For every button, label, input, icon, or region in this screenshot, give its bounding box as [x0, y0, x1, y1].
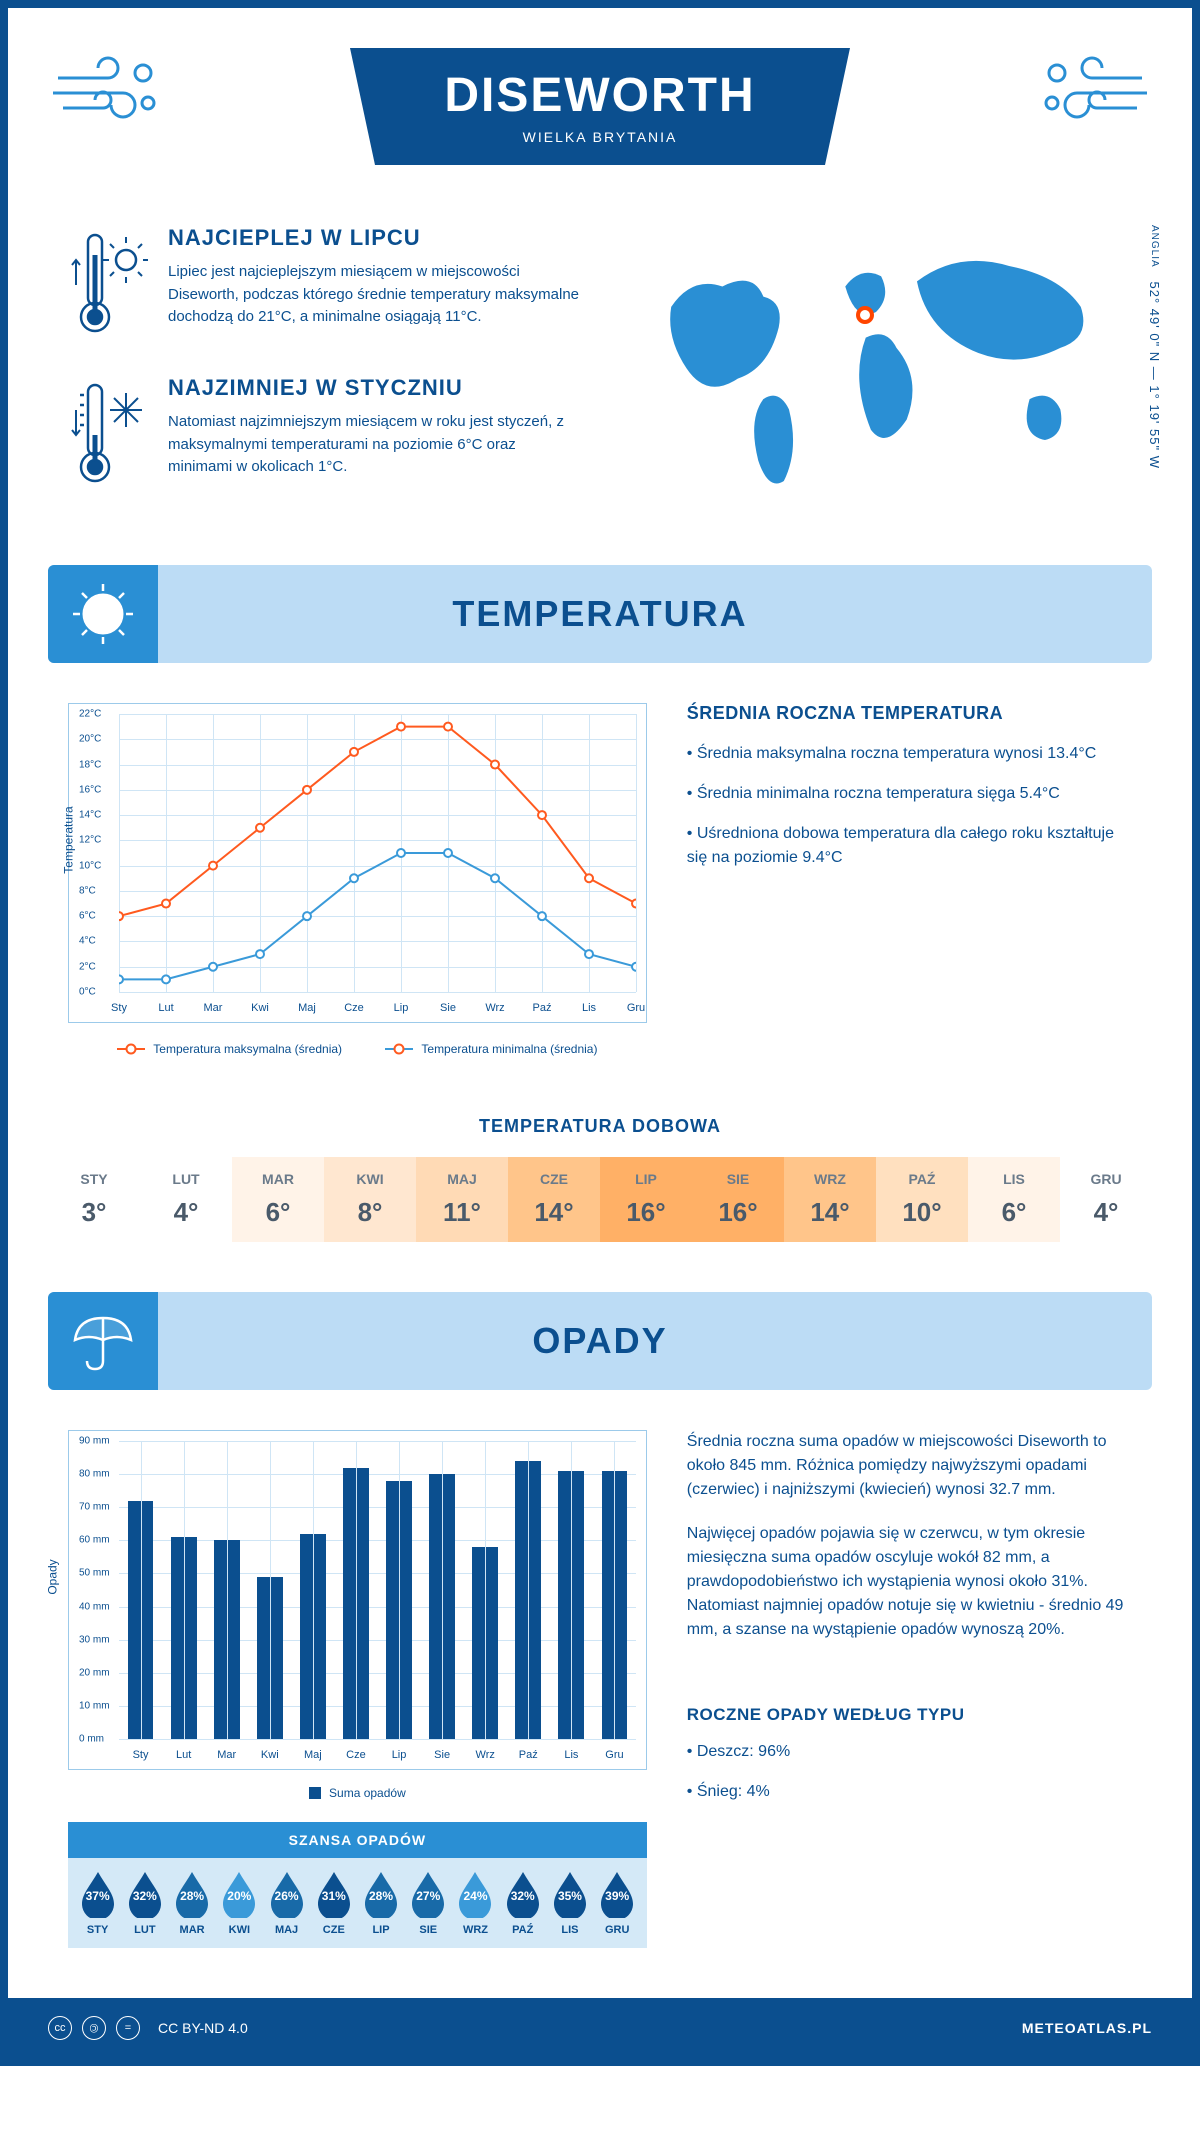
warmest-block: NAJCIEPLEJ W LIPCU Lipiec jest najcieple…	[68, 225, 580, 345]
precip-legend: Suma opadów	[68, 1786, 647, 1802]
raindrop-icon: 28%	[172, 1870, 212, 1918]
daily-temp-cell: PAŹ10°	[876, 1157, 968, 1242]
raindrop-icon: 35%	[550, 1870, 590, 1918]
daily-temp-cell: SIE16°	[692, 1157, 784, 1242]
chance-cell: 39%GRU	[594, 1870, 641, 1936]
temperature-legend: .leg-sw:nth-child(1)::after{border-color…	[68, 1039, 647, 1056]
page-title: DISEWORTH	[430, 68, 770, 123]
daily-temp-cell: CZE14°	[508, 1157, 600, 1242]
daily-temp-cell: MAR6°	[232, 1157, 324, 1242]
coldest-heading: NAJZIMNIEJ W STYCZNIU	[168, 375, 580, 401]
chance-cell: 24%WRZ	[452, 1870, 499, 1936]
daily-temp-cell: GRU4°	[1060, 1157, 1152, 1242]
precip-banner: OPADY	[48, 1292, 1152, 1390]
site-name: METEOATLAS.PL	[1022, 2020, 1152, 2036]
raindrop-icon: 37%	[78, 1870, 118, 1918]
coldest-block: NAJZIMNIEJ W STYCZNIU Natomiast najzimni…	[68, 375, 580, 495]
precip-chart-col: Opady 0 mm10 mm20 mm30 mm40 mm50 mm60 mm…	[68, 1430, 647, 1978]
daily-temp-cell: LUT4°	[140, 1157, 232, 1242]
license-text: CC BY-ND 4.0	[158, 2020, 248, 2036]
annual-temp-item: • Średnia maksymalna roczna temperatura …	[687, 742, 1132, 766]
annual-temp-item: • Uśredniona dobowa temperatura dla całe…	[687, 822, 1132, 870]
precip-para-1: Średnia roczna suma opadów w miejscowośc…	[687, 1430, 1132, 1502]
umbrella-icon	[48, 1292, 158, 1390]
daily-temp-cell: KWI8°	[324, 1157, 416, 1242]
chance-cell: 28%LIP	[357, 1870, 404, 1936]
nd-icon: =	[116, 2016, 140, 2040]
intro-text-col: NAJCIEPLEJ W LIPCU Lipiec jest najcieple…	[68, 225, 580, 525]
chance-cell: 35%LIS	[546, 1870, 593, 1936]
temperature-banner: TEMPERATURA	[48, 565, 1152, 663]
wind-icon	[1032, 48, 1152, 128]
annual-temp-heading: ŚREDNIA ROCZNA TEMPERATURA	[687, 703, 1132, 724]
daily-temp-cell: LIS6°	[968, 1157, 1060, 1242]
chance-cell: 20%KWI	[216, 1870, 263, 1936]
chance-cell: 28%MAR	[168, 1870, 215, 1936]
daily-temp-heading: TEMPERATURA DOBOWA	[8, 1116, 1192, 1137]
daily-temp-cell: WRZ14°	[784, 1157, 876, 1242]
intro-section: NAJCIEPLEJ W LIPCU Lipiec jest najcieple…	[8, 225, 1192, 565]
chance-cell: 27%SIE	[405, 1870, 452, 1936]
warmest-text: Lipiec jest najcieplejszym miesiącem w m…	[168, 261, 580, 329]
world-map	[620, 225, 1132, 496]
chance-cell: 32%PAŹ	[499, 1870, 546, 1936]
precip-type-item: • Śnieg: 4%	[687, 1780, 1132, 1804]
raindrop-icon: 24%	[455, 1870, 495, 1918]
warmest-heading: NAJCIEPLEJ W LIPCU	[168, 225, 580, 251]
coldest-text: Natomiast najzimniejszym miesiącem w rok…	[168, 411, 580, 479]
daily-temp-cell: MAJ11°	[416, 1157, 508, 1242]
raindrop-icon: 39%	[597, 1870, 637, 1918]
raindrop-icon: 20%	[219, 1870, 259, 1918]
chance-cell: 37%STY	[74, 1870, 121, 1936]
temperature-chart-col: Temperatura 0°C2°C4°C6°C8°C10°C12°C14°C1…	[68, 703, 647, 1056]
sun-icon	[48, 565, 158, 663]
raindrop-icon: 26%	[267, 1870, 307, 1918]
raindrop-icon: 32%	[503, 1870, 543, 1918]
map-col: ANGLIA 52° 49' 0" N — 1° 19' 55" W	[620, 225, 1132, 525]
daily-temp-row: STY3°LUT4°MAR6°KWI8°MAJ11°CZE14°LIP16°SI…	[48, 1157, 1152, 1242]
precip-para-2: Najwięcej opadów pojawia się w czerwcu, …	[687, 1522, 1132, 1642]
page-subtitle: WIELKA BRYTANIA	[430, 129, 770, 145]
thermometer-hot-icon	[68, 225, 148, 345]
raindrop-icon: 31%	[314, 1870, 354, 1918]
daily-temp-cell: LIP16°	[600, 1157, 692, 1242]
temperature-body: Temperatura 0°C2°C4°C6°C8°C10°C12°C14°C1…	[8, 663, 1192, 1096]
map-marker	[856, 306, 874, 324]
chance-cell: 32%LUT	[121, 1870, 168, 1936]
temperature-line-chart: Temperatura 0°C2°C4°C6°C8°C10°C12°C14°C1…	[68, 703, 647, 1023]
title-ribbon: DISEWORTH WIELKA BRYTANIA	[350, 48, 850, 165]
infographic-page: DISEWORTH WIELKA BRYTANIA NAJCIEPLEJ W L…	[0, 0, 1200, 2066]
footer: cc 🄯 = CC BY-ND 4.0 METEOATLAS.PL	[8, 1998, 1192, 2058]
chance-cell: 26%MAJ	[263, 1870, 310, 1936]
cc-icon: cc	[48, 2016, 72, 2040]
precip-type-heading: ROCZNE OPADY WEDŁUG TYPU	[687, 1702, 1132, 1728]
temperature-info-col: ŚREDNIA ROCZNA TEMPERATURA • Średnia mak…	[687, 703, 1132, 1056]
precip-chance-block: SZANSA OPADÓW 37%STY32%LUT28%MAR20%KWI26…	[68, 1822, 647, 1948]
raindrop-icon: 27%	[408, 1870, 448, 1918]
chance-cell: 31%CZE	[310, 1870, 357, 1936]
precip-bar-chart: Opady 0 mm10 mm20 mm30 mm40 mm50 mm60 mm…	[68, 1430, 647, 1770]
by-icon: 🄯	[82, 2016, 106, 2040]
wind-icon	[48, 48, 168, 128]
daily-temp-cell: STY3°	[48, 1157, 140, 1242]
header: DISEWORTH WIELKA BRYTANIA	[8, 8, 1192, 225]
raindrop-icon: 32%	[125, 1870, 165, 1918]
thermometer-cold-icon	[68, 375, 148, 495]
precip-info-col: Średnia roczna suma opadów w miejscowośc…	[687, 1430, 1132, 1978]
raindrop-icon: 28%	[361, 1870, 401, 1918]
precip-type-item: • Deszcz: 96%	[687, 1740, 1132, 1764]
annual-temp-item: • Średnia minimalna roczna temperatura s…	[687, 782, 1132, 806]
chance-heading: SZANSA OPADÓW	[68, 1822, 647, 1858]
license-block: cc 🄯 = CC BY-ND 4.0	[48, 2016, 248, 2040]
precip-body: Opady 0 mm10 mm20 mm30 mm40 mm50 mm60 mm…	[8, 1390, 1192, 1998]
coordinates: ANGLIA 52° 49' 0" N — 1° 19' 55" W	[1147, 225, 1162, 469]
